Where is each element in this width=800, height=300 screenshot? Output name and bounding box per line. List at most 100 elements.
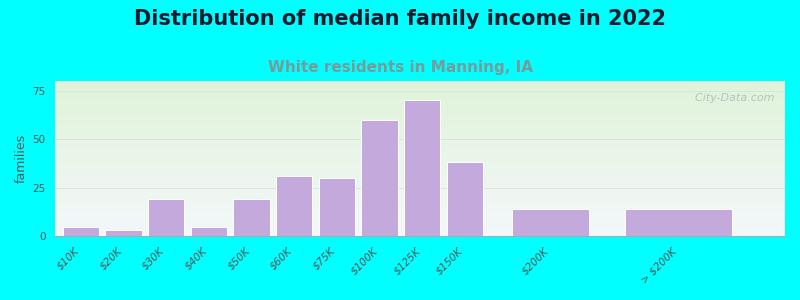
Bar [55,157,785,158]
Bar [55,226,785,227]
Bar [55,162,785,163]
Bar [55,218,785,219]
Bar [55,109,785,110]
Bar [55,113,785,114]
Bar [55,152,785,153]
Bar [55,90,785,91]
Bar [55,217,785,218]
Bar [55,164,785,165]
Bar [55,183,785,184]
Bar [55,212,785,213]
Bar [55,131,785,132]
Bar [55,209,785,210]
Bar [55,190,785,191]
Bar [55,96,785,97]
Bar [55,174,785,175]
Bar [55,214,785,215]
Bar [318,178,355,236]
Bar [55,185,785,186]
Bar [55,143,785,144]
Bar [55,159,785,160]
Bar [55,100,785,101]
Bar [55,149,785,150]
Bar [55,166,785,167]
Bar [55,180,785,181]
Bar [55,184,785,185]
Bar [55,197,785,198]
Bar [55,153,785,154]
Bar [55,94,785,95]
Bar [55,168,785,169]
Bar [55,160,785,161]
Bar [55,137,785,138]
Bar [55,121,785,122]
Bar [55,158,785,159]
Bar [55,95,785,96]
Bar [55,156,785,157]
Bar [55,146,785,147]
Bar [55,111,785,112]
Bar [55,211,785,212]
Bar [55,88,785,89]
Bar [55,101,785,102]
Bar [55,182,785,183]
Bar [55,125,785,126]
Y-axis label: families: families [15,134,28,183]
Bar [55,87,785,88]
Bar [234,199,270,236]
Bar [55,177,785,178]
Bar [55,115,785,116]
Bar [55,216,785,217]
Bar [55,141,785,142]
Bar [55,144,785,145]
Bar [55,155,785,156]
Bar [55,224,785,225]
Bar [55,235,785,236]
Bar [55,142,785,143]
Bar [55,91,785,92]
Bar [55,123,785,124]
Bar [55,178,785,179]
Bar [55,229,785,230]
Bar [55,219,785,220]
Bar [55,103,785,104]
Bar [55,129,785,130]
Bar [55,173,785,174]
Bar [55,195,785,196]
Bar [55,196,785,197]
Bar [55,191,785,192]
Bar [625,209,732,236]
Bar [55,176,785,177]
Bar [55,82,785,83]
Bar [55,126,785,127]
Bar [55,163,785,164]
Bar [55,119,785,120]
Text: City-Data.com: City-Data.com [687,93,774,103]
Bar [55,114,785,115]
Bar [55,210,785,211]
Bar [55,154,785,155]
Bar [55,110,785,111]
Bar [55,207,785,208]
Bar [55,107,785,108]
Bar [55,170,785,171]
Bar [276,176,312,236]
Bar [55,188,785,189]
Bar [55,167,785,168]
Bar [55,181,785,182]
Bar [55,140,785,141]
Bar [55,199,785,200]
Bar [55,189,785,190]
Bar [55,89,785,90]
Bar [55,98,785,99]
Bar [55,136,785,137]
Bar [55,138,785,139]
Bar [55,130,785,131]
Bar [55,215,785,216]
Text: Distribution of median family income in 2022: Distribution of median family income in … [134,9,666,29]
Bar [55,84,785,85]
Bar [55,179,785,180]
Bar [55,171,785,172]
Bar [55,169,785,170]
Bar [55,222,785,223]
